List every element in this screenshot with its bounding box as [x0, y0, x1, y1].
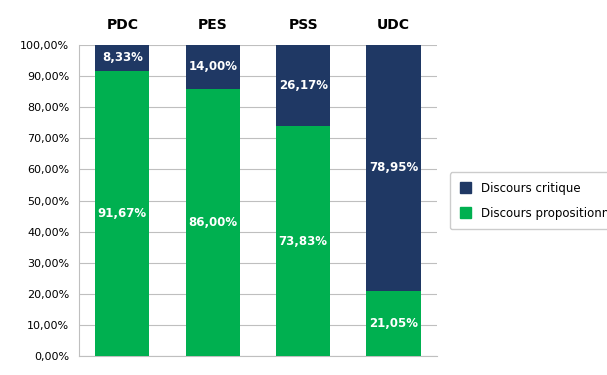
Bar	[367, 45, 421, 291]
Text: 14,00%: 14,00%	[188, 60, 237, 73]
Bar	[276, 45, 330, 126]
Text: 78,95%: 78,95%	[369, 161, 418, 174]
Legend: Discours critique, Discours propositionnel: Discours critique, Discours propositionn…	[450, 172, 607, 229]
Text: 91,67%: 91,67%	[98, 207, 147, 220]
Bar	[186, 45, 240, 88]
Bar	[186, 88, 240, 356]
Bar	[367, 291, 421, 356]
Text: 26,17%: 26,17%	[279, 79, 328, 92]
Text: 8,33%: 8,33%	[102, 51, 143, 64]
Bar	[95, 71, 149, 356]
Text: 21,05%: 21,05%	[369, 317, 418, 330]
Text: 86,00%: 86,00%	[188, 216, 237, 229]
Text: 73,83%: 73,83%	[279, 235, 328, 248]
Bar	[276, 126, 330, 356]
Bar	[95, 45, 149, 71]
